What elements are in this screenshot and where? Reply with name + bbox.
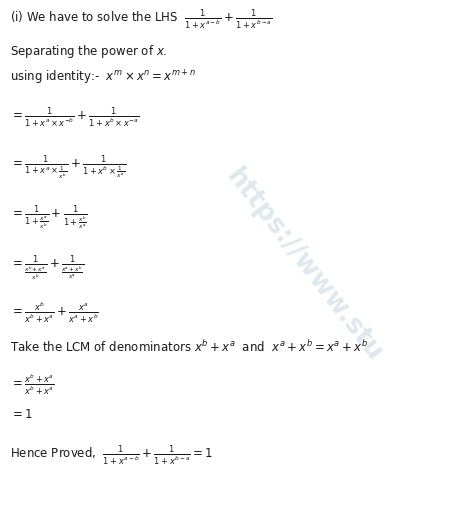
Text: Hence Proved,  $\frac{1}{1+x^{a-b}}+\frac{1}{1+x^{b-a}}=1$: Hence Proved, $\frac{1}{1+x^{a-b}}+\frac… — [10, 444, 213, 467]
Text: (i) We have to solve the LHS  $\frac{1}{1+x^{a-b}}+\frac{1}{1+x^{b-a}}$: (i) We have to solve the LHS $\frac{1}{1… — [10, 8, 273, 31]
Text: $=\frac{x^{b}}{x^{b}+x^{a}}+\frac{x^{a}}{x^{a}+x^{b}}$: $=\frac{x^{b}}{x^{b}+x^{a}}+\frac{x^{a}}… — [10, 300, 99, 324]
Text: using identity:-  $x^{m}\times x^{n}=x^{m+n}$: using identity:- $x^{m}\times x^{n}=x^{m… — [10, 69, 196, 87]
Text: $=\frac{x^{b}+x^{a}}{x^{b}+x^{a}}$: $=\frac{x^{b}+x^{a}}{x^{b}+x^{a}}$ — [10, 372, 55, 397]
Text: $=\frac{1}{\frac{x^{b}+x^{a}}{x^{b}}}+\frac{1}{\frac{x^{a}+x^{b}}{x^{a}}}$: $=\frac{1}{\frac{x^{b}+x^{a}}{x^{b}}}+\f… — [10, 253, 84, 283]
Text: $=1$: $=1$ — [10, 408, 33, 421]
Text: $=\frac{1}{1+\frac{x^{a}}{x^{b}}}+\frac{1}{1+\frac{x^{b}}{x^{a}}}$: $=\frac{1}{1+\frac{x^{a}}{x^{b}}}+\frac{… — [10, 203, 88, 232]
Text: Separating the power of $x$.: Separating the power of $x$. — [10, 43, 168, 60]
Text: $=\frac{1}{1+x^{a}\times x^{-b}}+\frac{1}{1+x^{b}\times x^{-a}}$: $=\frac{1}{1+x^{a}\times x^{-b}}+\frac{1… — [10, 106, 139, 129]
Text: https://www.stu: https://www.stu — [221, 164, 387, 367]
Text: Take the LCM of denominators $x^{b}+x^{a}$  and  $x^{a}+x^{b}=x^{a}+x^{b}$: Take the LCM of denominators $x^{b}+x^{a… — [10, 339, 368, 355]
Text: $=\frac{1}{1+x^{a}\times\frac{1}{x^{b}}}+\frac{1}{1+x^{b}\times\frac{1}{x^{a}}}$: $=\frac{1}{1+x^{a}\times\frac{1}{x^{b}}}… — [10, 153, 126, 182]
